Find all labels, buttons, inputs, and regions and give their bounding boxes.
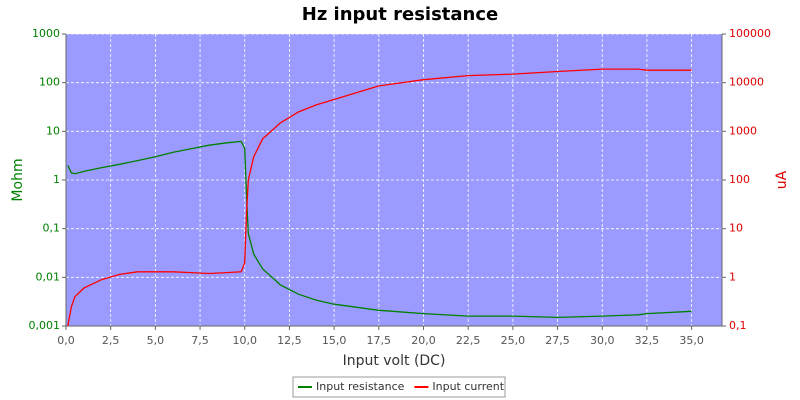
x-tick-label: 30,0 — [590, 334, 615, 347]
x-tick-label: 10,0 — [232, 334, 257, 347]
legend-label: Input current — [432, 380, 504, 393]
y-tick-label: 0,01 — [36, 270, 61, 283]
chart-title: Hz input resistance — [302, 4, 499, 25]
y2-tick-label: 0,1 — [729, 319, 747, 332]
series-line — [67, 140, 692, 319]
y-tick-label: 1 — [53, 173, 60, 186]
y-tick-label: 1000 — [32, 27, 60, 40]
y2-tick-label: 10000 — [729, 76, 764, 89]
x-tick-label: 35,0 — [679, 334, 704, 347]
x-tick-label: 12,5 — [277, 334, 302, 347]
y2-tick-label: 100000 — [729, 27, 771, 40]
legend-label: Input resistance — [316, 380, 405, 393]
x-tick-label: 17,5 — [367, 334, 392, 347]
y2-tick-label: 10 — [729, 222, 743, 235]
y-tick-label: 0,1 — [43, 222, 61, 235]
y-tick-label: 0,001 — [29, 319, 61, 332]
y2-tick-label: 1 — [729, 270, 736, 283]
x-tick-label: 15,0 — [322, 334, 347, 347]
x-tick-label: 0,0 — [57, 334, 75, 347]
x-tick-label: 5,0 — [147, 334, 165, 347]
y-axis-label: Mohm — [10, 158, 26, 201]
legend — [292, 376, 506, 398]
x-tick-label: 25,0 — [501, 334, 526, 347]
y-tick-label: 100 — [39, 76, 60, 89]
x-axis-label: Input volt (DC) — [343, 353, 446, 369]
x-tick-label: 20,0 — [411, 334, 436, 347]
x-tick-label: 7,5 — [191, 334, 209, 347]
y2-axis-label: uA — [774, 170, 790, 189]
y2-tick-label: 1000 — [729, 124, 757, 137]
x-tick-label: 27,5 — [545, 334, 570, 347]
y-tick-label: 10 — [46, 124, 60, 137]
y2-tick-label: 100 — [729, 173, 750, 186]
x-tick-label: 2,5 — [102, 334, 120, 347]
x-tick-label: 22,5 — [456, 334, 481, 347]
x-tick-label: 32,5 — [635, 334, 660, 347]
series-line — [67, 68, 692, 327]
